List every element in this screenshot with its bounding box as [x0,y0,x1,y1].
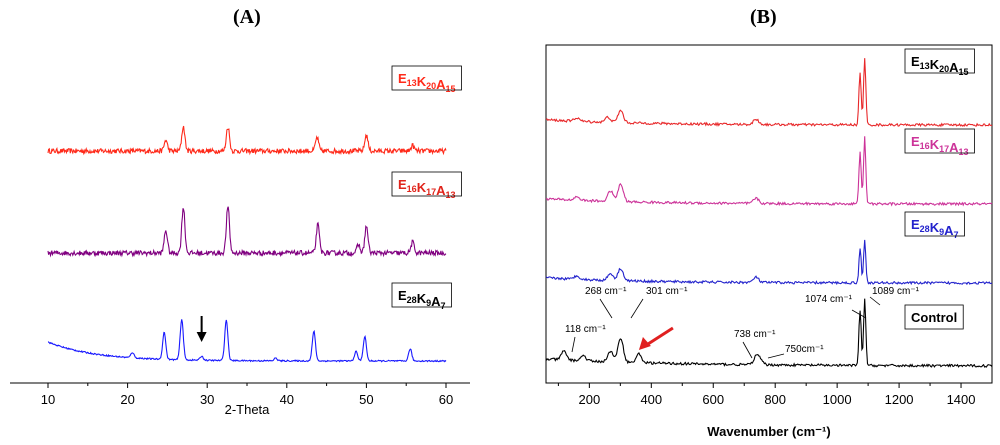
legend-entry-a: E28K9A7 [391,282,452,311]
annotation-label-b: 118 cm⁻¹ [565,324,606,335]
x-axis-label-a: 2-Theta [225,402,271,417]
annotation-pointer-b [851,309,867,319]
legend-text: E13K20A15 [398,71,456,94]
legend-entry-a: E16K17A13 [391,171,462,200]
annotation-label-b: 1089 cm⁻¹ [872,286,920,297]
legend-text: E16K17A13 [398,177,456,200]
legend-box [391,171,462,197]
x-tick-label-b: 1000 [823,392,852,407]
x-tick-label-b: 200 [579,392,601,407]
x-tick-label-a: 50 [359,392,373,407]
x-tick-label-b: 1400 [947,392,976,407]
x-tick-label-b: 400 [640,392,662,407]
x-tick-label-a: 30 [200,392,214,407]
x-tick-label-a: 40 [280,392,294,407]
x-axis-label-b: Wavenumber (cm⁻¹) [707,424,830,439]
legend-text: E28K9A7 [398,288,446,311]
legend-box [904,48,975,74]
annotation-pointer-b [599,298,613,319]
panel-label-a: (A) [233,6,261,28]
legend-entry-b: E16K17A13 [904,128,975,157]
legend-entry-a: E13K20A15 [391,65,462,94]
annotation-label-b: 1074 cm⁻¹ [805,294,853,305]
legend-text: E16K17A13 [911,134,969,157]
annotation-pointer-b [742,341,753,359]
annotation-pointer-b [869,296,881,306]
annotation-label-b: 750cm⁻¹ [785,344,824,355]
x-tick-label-a: 10 [41,392,55,407]
chart-a: 10 20 30 40 50 60 2-Theta E13K20A15 E16K17A13 E28… [10,65,470,417]
legend-box [391,282,452,308]
annotation-label-b: 268 cm⁻¹ [585,286,627,297]
series-line-a [47,125,447,156]
series-line-a [47,206,447,258]
annotation-label-b: 301 cm⁻¹ [646,286,688,297]
series-line-b [545,298,993,368]
x-tick-label-a: 20 [120,392,134,407]
annotation-arrow-b [644,326,674,348]
series-line-a [47,319,447,363]
panel-label-b: (B) [750,6,777,28]
annotation-label-b: 738 cm⁻¹ [734,329,776,340]
legend-box [391,65,462,91]
legend-entry-b: Control [904,304,964,330]
legend-box [904,304,964,330]
annotation-pointer-b [767,353,785,359]
x-tick-label-b: 1200 [885,392,914,407]
legend-text: E28K9A7 [911,217,959,240]
x-tick-label-b: 800 [764,392,786,407]
series-line-b [545,239,993,286]
legend-text: Control [911,310,957,325]
series-line-b [545,58,993,128]
legend-text: E13K20A15 [911,54,969,77]
annotation-pointer-b [630,298,644,319]
legend-box [904,211,965,237]
x-tick-label-a: 60 [439,392,453,407]
annotation-pointer-b [571,336,576,353]
chart-b: 200 400 600 800 1000 1200 1400 Wavenumber (cm⁻¹… [545,44,993,439]
plot-frame-b [545,44,993,384]
annotation-arrowhead-b [638,337,651,350]
legend-box [904,128,975,154]
legend-entry-b: E13K20A15 [904,48,975,77]
x-tick-label-b: 600 [702,392,724,407]
series-line-b [545,136,993,207]
legend-entry-b: E28K9A7 [904,211,965,240]
annotation-arrowhead-a [196,332,207,342]
